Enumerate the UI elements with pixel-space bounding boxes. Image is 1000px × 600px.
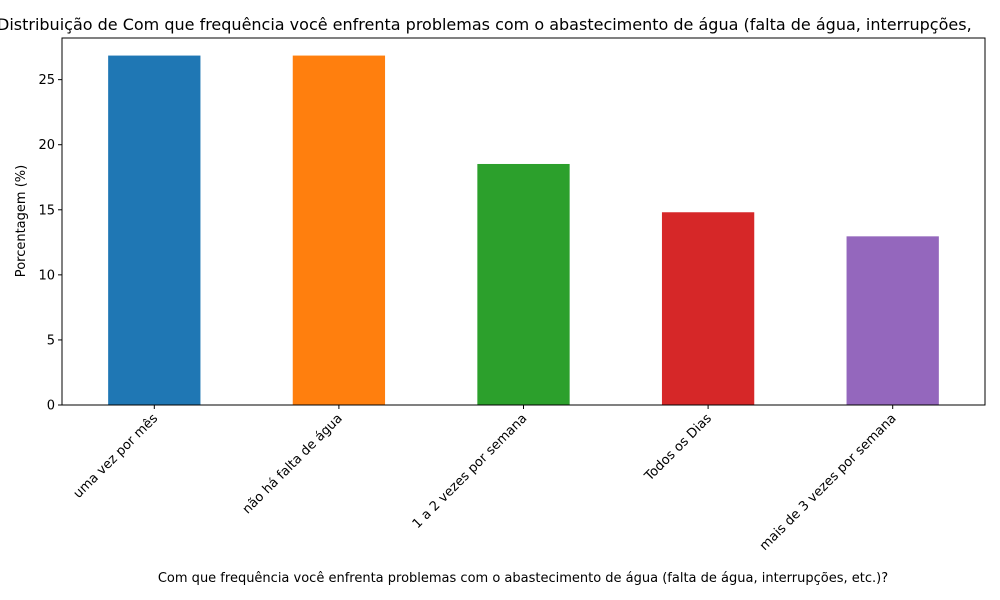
x-tick-label: 1 a 2 vezes por semana <box>410 411 531 532</box>
bar-4 <box>846 236 939 405</box>
chart-title: Distribuição de Com que frequência você … <box>0 15 972 34</box>
plot-frame <box>61 37 986 406</box>
x-tick-label: não há falta de água <box>240 411 346 517</box>
x-tick-label: Todos os Dias <box>641 411 715 485</box>
y-tick-label: 5 <box>47 333 55 348</box>
y-axis-label: Porcentagem (%) <box>14 165 29 277</box>
y-tick-label: 10 <box>38 268 55 283</box>
y-tick-label: 25 <box>38 73 55 88</box>
bar-0 <box>108 55 201 405</box>
bar-3 <box>661 212 755 405</box>
bar-1 <box>292 55 386 405</box>
y-tick-label: 0 <box>47 399 55 414</box>
x-axis-label: Com que frequência você enfrenta problem… <box>158 571 888 586</box>
x-tick-label: uma vez por mês <box>71 411 162 502</box>
x-tick-label: mais de 3 vezes por semana <box>757 411 900 554</box>
y-tick-label: 20 <box>38 138 55 153</box>
y-tick-label: 15 <box>38 203 55 218</box>
bar-2 <box>477 163 570 405</box>
